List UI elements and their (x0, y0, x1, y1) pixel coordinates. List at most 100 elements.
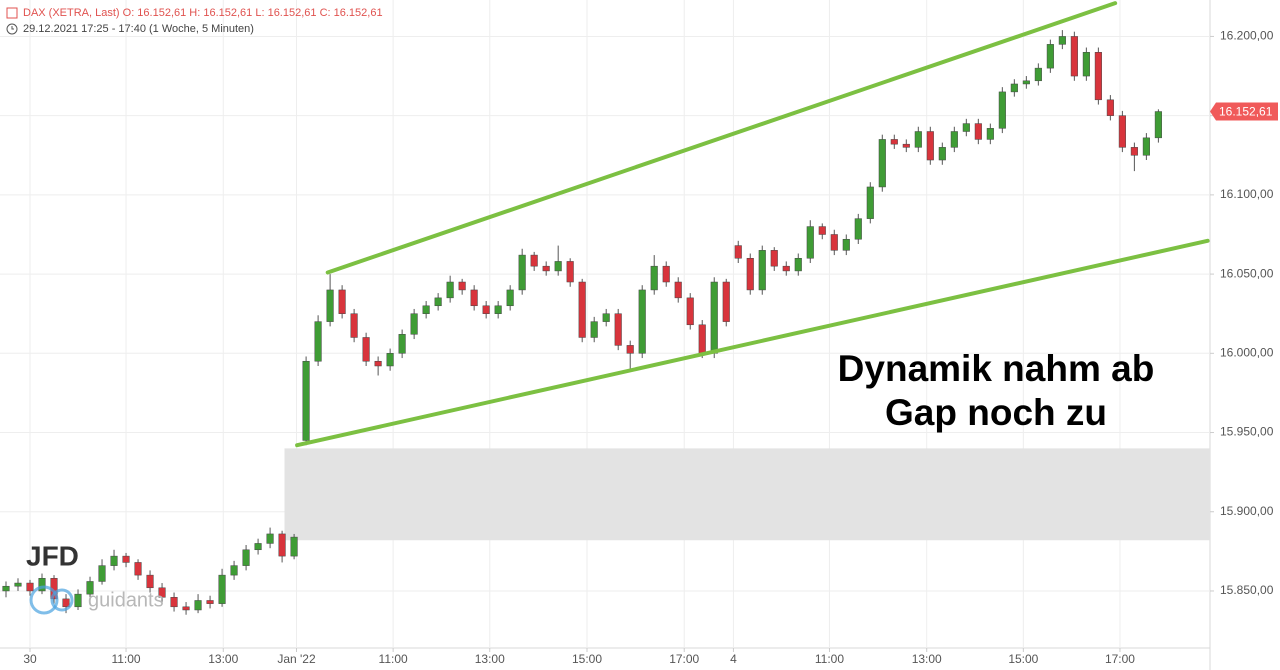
candle-body (926, 131, 934, 161)
candle-body (1130, 147, 1138, 156)
candle-body (806, 226, 814, 259)
candle-body (998, 91, 1006, 129)
candle-body (14, 582, 22, 587)
annotation: Gap noch zu (885, 392, 1107, 433)
candle-body (1070, 36, 1078, 77)
candle-body (770, 250, 778, 267)
clock-hand (11, 26, 14, 30)
candle-body (1142, 137, 1150, 156)
gap-zone (284, 448, 1211, 541)
subheader: 29.12.2021 17:25 - 17:40 (1 Woche, 5 Min… (23, 23, 254, 35)
candle-body (386, 353, 394, 367)
candles (2, 30, 1162, 615)
candle-body (458, 281, 466, 291)
candle-body (182, 606, 190, 611)
candle-body (950, 131, 958, 148)
candle-body (554, 261, 562, 272)
y-tick-label: 15.950,00 (1220, 425, 1274, 439)
y-tick-label: 15.850,00 (1220, 583, 1274, 597)
clock-icon (6, 23, 18, 35)
candle-body (74, 593, 82, 608)
candle-body (398, 334, 406, 354)
candle-body (422, 305, 430, 314)
candle-body (1082, 52, 1090, 77)
y-tick-label: 15.900,00 (1220, 504, 1274, 518)
candle-body (566, 261, 574, 283)
candle-body (962, 123, 970, 132)
candle-body (794, 257, 802, 272)
candle-body (410, 313, 418, 335)
x-tick-label: 13:00 (208, 652, 238, 666)
candle-body (98, 565, 106, 582)
candle-body (686, 297, 694, 326)
chart-icon (6, 7, 18, 19)
watermark-jfd: JFD (26, 540, 79, 571)
x-tick-label: 11:00 (111, 652, 140, 666)
candle-body (818, 226, 826, 235)
candle-body (902, 143, 910, 148)
header: DAX (XETRA, Last) O: 16.152,61 H: 16.152… (23, 7, 383, 19)
candle-body (278, 533, 286, 557)
candle-body (86, 581, 94, 595)
candle-body (938, 147, 946, 161)
candle-body (1094, 52, 1102, 101)
candle-body (434, 297, 442, 307)
candle-body (638, 289, 646, 354)
annotation: Dynamik nahm ab (838, 348, 1155, 389)
candle-body (62, 598, 70, 608)
x-tick-label: 11:00 (379, 652, 408, 666)
last-price-tag (1210, 102, 1278, 121)
candle-body (2, 585, 10, 592)
candle-body (758, 250, 766, 291)
candle-body (866, 186, 874, 219)
watermark-guidants: guidants (88, 589, 164, 611)
candle-body (602, 313, 610, 322)
candle-body (482, 305, 490, 314)
x-tick-label: 17:00 (669, 652, 699, 666)
candle-body (1118, 115, 1126, 148)
candle-body (146, 574, 154, 589)
candle-body (350, 313, 358, 338)
candle-body (1034, 67, 1042, 82)
x-tick-label: 4 (730, 652, 737, 666)
candle-body (782, 265, 790, 272)
trendline (295, 238, 1210, 448)
candle-body (914, 131, 922, 148)
candle-body (698, 324, 706, 354)
candle-body (854, 218, 862, 240)
candle-body (1010, 83, 1018, 93)
candle-body (1022, 80, 1030, 85)
candle-body (542, 265, 550, 272)
candle-body (338, 289, 346, 314)
candle-body (158, 587, 166, 598)
y-tick-label: 16.200,00 (1220, 29, 1274, 43)
candle-body (326, 289, 334, 322)
watermark-logo (50, 588, 74, 612)
candle-body (878, 139, 886, 188)
x-tick-label: 13:00 (475, 652, 505, 666)
last-price-label: 16.152,61 (1219, 105, 1273, 119)
candle-body (170, 597, 178, 608)
watermark-logo (29, 585, 59, 615)
candle-body (830, 234, 838, 251)
y-tick-label: 16.000,00 (1220, 345, 1274, 359)
candle-body (722, 281, 730, 322)
candle-body (986, 128, 994, 140)
candle-body (710, 281, 718, 354)
candle-body (494, 305, 502, 314)
y-tick-label: 16.050,00 (1220, 266, 1274, 280)
candle-body (38, 578, 46, 592)
x-tick-label: Jan '22 (277, 652, 316, 666)
candle-body (26, 582, 34, 592)
candle-body (218, 574, 226, 604)
x-tick-label: 13:00 (912, 652, 942, 666)
y-tick-label: 16.100,00 (1220, 187, 1274, 201)
candle-body (1106, 99, 1114, 116)
candle-body (590, 321, 598, 338)
candle-body (1154, 111, 1162, 139)
x-tick-label: 15:00 (1008, 652, 1038, 666)
trendlines (295, 1, 1210, 448)
candle-body (530, 254, 538, 267)
candle-body (266, 533, 274, 544)
